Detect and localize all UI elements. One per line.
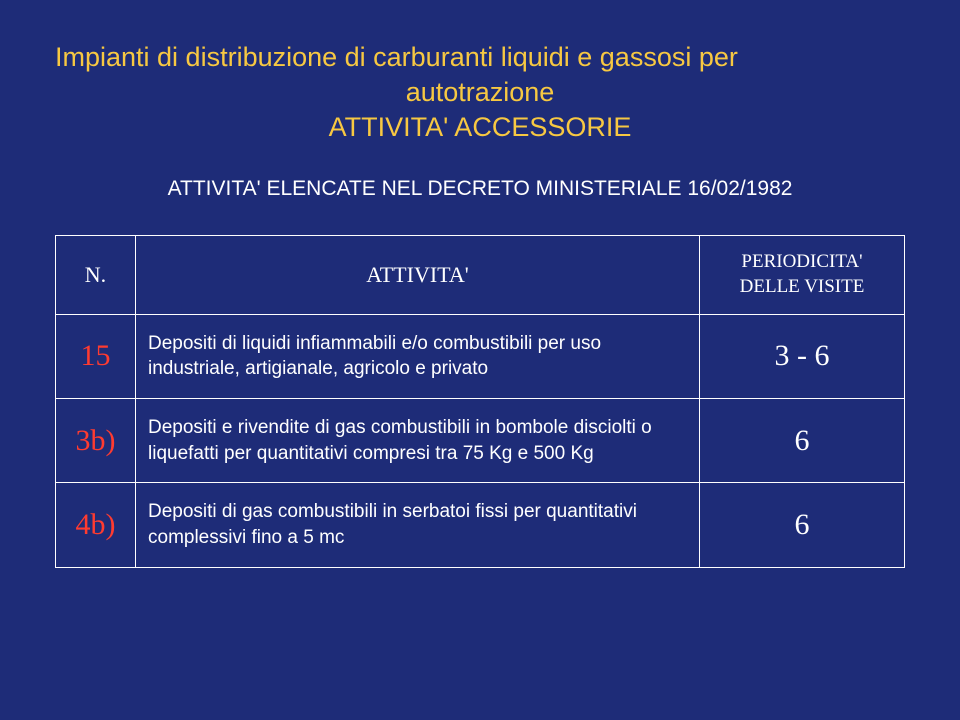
header-attivita: ATTIVITA' <box>136 236 700 314</box>
header-periodicita-line1: PERIODICITA' <box>710 250 894 275</box>
table-header-row: N. ATTIVITA' PERIODICITA' DELLE VISITE <box>56 236 905 314</box>
header-periodicita: PERIODICITA' DELLE VISITE <box>700 236 905 314</box>
row-n: 4b) <box>56 483 136 567</box>
table-row: 15 Depositi di liquidi infiammabili e/o … <box>56 314 905 398</box>
row-periodicita: 3 - 6 <box>700 314 905 398</box>
table-row: 3b) Depositi e rivendite di gas combusti… <box>56 398 905 482</box>
header-periodicita-line2: DELLE VISITE <box>710 275 894 300</box>
title-line-2: autotrazione <box>55 75 905 110</box>
row-attivita: Depositi e rivendite di gas combustibili… <box>136 398 700 482</box>
slide-title: Impianti di distribuzione di carburanti … <box>55 40 905 145</box>
title-line-1: Impianti di distribuzione di carburanti … <box>55 40 905 75</box>
title-line-3: ATTIVITA' ACCESSORIE <box>55 110 905 145</box>
row-periodicita: 6 <box>700 398 905 482</box>
row-attivita: Depositi di gas combustibili in serbatoi… <box>136 483 700 567</box>
table-row: 4b) Depositi di gas combustibili in serb… <box>56 483 905 567</box>
row-periodicita: 6 <box>700 483 905 567</box>
row-attivita: Depositi di liquidi infiammabili e/o com… <box>136 314 700 398</box>
row-n: 3b) <box>56 398 136 482</box>
slide-subtitle: ATTIVITA' ELENCATE NEL DECRETO MINISTERI… <box>55 177 905 201</box>
row-n: 15 <box>56 314 136 398</box>
header-n: N. <box>56 236 136 314</box>
activities-table: N. ATTIVITA' PERIODICITA' DELLE VISITE 1… <box>55 235 905 567</box>
